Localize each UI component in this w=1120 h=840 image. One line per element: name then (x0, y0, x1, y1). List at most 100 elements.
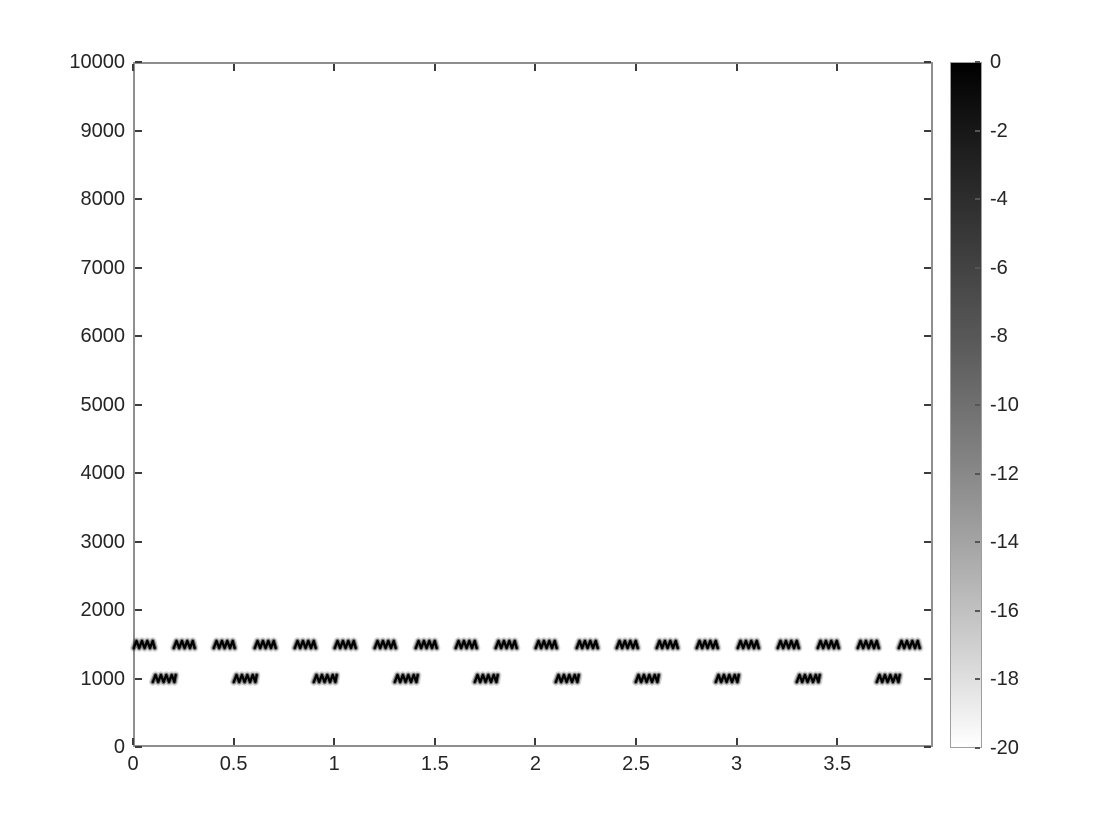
colorbar-tick (975, 404, 980, 406)
y-tick (135, 540, 142, 543)
y-tick-mirror (924, 129, 931, 132)
colorbar-tick (975, 129, 980, 132)
spectrogram-burst-1500hz (451, 637, 481, 652)
y-tick-label: 6000 (80, 325, 126, 347)
x-tick (433, 738, 436, 745)
x-tick-label: 1 (328, 753, 340, 775)
y-tick-mirror (924, 609, 931, 611)
y-tick-mirror (924, 677, 931, 680)
y-tick-label: 7000 (80, 256, 126, 279)
colorbar-tick-label: -2 (990, 119, 1008, 142)
y-tick-mirror (924, 61, 931, 63)
spectrogram-burst-1000hz (793, 671, 824, 686)
y-tick-mirror (924, 540, 931, 543)
x-tick (534, 738, 537, 745)
y-tick (135, 746, 142, 748)
y-tick (135, 198, 142, 200)
spectrogram-burst-1000hz (229, 671, 261, 686)
x-tick (232, 738, 235, 745)
y-tick-label: 0 (113, 736, 125, 758)
y-tick-label: 10000 (69, 51, 125, 73)
spectrogram-burst-1500hz (814, 637, 843, 652)
y-tick-label: 4000 (80, 462, 126, 484)
colorbar-tick-label: 0 (990, 51, 1002, 73)
colorbar-tick (975, 266, 980, 269)
y-tick-mirror (924, 403, 931, 406)
spectrogram-burst-1000hz (471, 671, 502, 686)
x-tick-mirror (836, 64, 839, 71)
spectrogram-burst-1000hz (390, 671, 422, 686)
y-tick-mirror (924, 198, 931, 200)
spectrogram-burst-1500hz (250, 637, 280, 652)
y-tick-mirror (924, 746, 931, 748)
x-tick-label: 3.5 (823, 753, 852, 775)
x-tick (333, 738, 336, 745)
colorbar-tick (975, 541, 980, 544)
y-tick-label: 3000 (80, 530, 126, 553)
spectrogram-burst-1000hz (712, 671, 743, 686)
y-tick (135, 472, 142, 474)
colorbar-tick-label: -8 (990, 325, 1008, 348)
x-tick-mirror (433, 64, 436, 71)
spectrogram-burst-1500hz (210, 637, 239, 652)
x-tick-mirror (735, 64, 738, 71)
x-tick-label: 2 (529, 753, 541, 775)
y-tick (135, 266, 142, 269)
spectrogram-burst-1500hz (693, 637, 722, 652)
spectrogram-burst-1500hz (773, 637, 803, 652)
y-tick (135, 335, 142, 337)
colorbar-tick-label: -18 (990, 668, 1019, 691)
x-tick-label: 3 (731, 753, 743, 775)
spectrogram-burst-1500hz (572, 637, 602, 652)
spectrogram-burst-1500hz (653, 637, 682, 652)
x-tick (836, 738, 839, 745)
y-tick-label: 8000 (80, 188, 126, 210)
x-tick-mirror (635, 64, 638, 71)
x-tick-mirror (333, 64, 336, 71)
y-tick-mirror (924, 266, 931, 269)
colorbar-tick (975, 678, 980, 681)
spectrogram-burst-1500hz (733, 637, 763, 652)
spectrogram-plot-area (133, 62, 933, 747)
x-tick (735, 738, 738, 745)
spectrogram-burst-1500hz (170, 637, 199, 652)
colorbar-tick-label: -4 (990, 188, 1008, 211)
x-tick-mirror (232, 64, 235, 71)
x-tick-label: 0.5 (219, 753, 248, 775)
y-tick (135, 61, 142, 63)
spectrogram-burst-1500hz (371, 637, 400, 652)
y-tick (135, 129, 142, 132)
spectrogram-burst-1000hz (873, 671, 904, 686)
spectrogram-burst-1500hz (331, 637, 360, 652)
x-tick-mirror (132, 64, 134, 71)
colorbar-tick-label: -16 (990, 599, 1019, 622)
x-tick-mirror (534, 64, 537, 71)
spectrogram-burst-1500hz (854, 637, 883, 652)
y-tick-mirror (924, 472, 931, 474)
colorbar-tick (975, 61, 980, 63)
x-tick-label: 1.5 (420, 753, 449, 775)
colorbar-tick (975, 472, 980, 475)
colorbar-tick (975, 747, 980, 749)
spectrogram-burst-1500hz (612, 637, 642, 652)
colorbar-tick-label: -20 (990, 737, 1019, 759)
y-tick-label: 9000 (80, 119, 126, 142)
spectrogram-burst-1500hz (130, 637, 159, 652)
colorbar-tick-label: -12 (990, 462, 1019, 485)
y-tick-mirror (924, 335, 931, 337)
spectrogram-burst-1000hz (551, 671, 582, 686)
y-tick (135, 609, 142, 611)
y-tick-label: 5000 (80, 393, 126, 416)
y-tick-label: 2000 (80, 599, 126, 621)
colorbar-tick-label: -14 (990, 531, 1019, 554)
x-tick (635, 738, 638, 745)
spectrogram-burst-1500hz (894, 637, 924, 652)
colorbar-tick (975, 198, 980, 201)
y-tick-label: 1000 (80, 667, 126, 690)
spectrogram-burst-1500hz (492, 637, 521, 652)
spectrogram-burst-1000hz (632, 671, 663, 686)
spectrogram-burst-1500hz (411, 637, 441, 652)
x-tick (132, 738, 134, 745)
colorbar-tick (975, 609, 980, 612)
